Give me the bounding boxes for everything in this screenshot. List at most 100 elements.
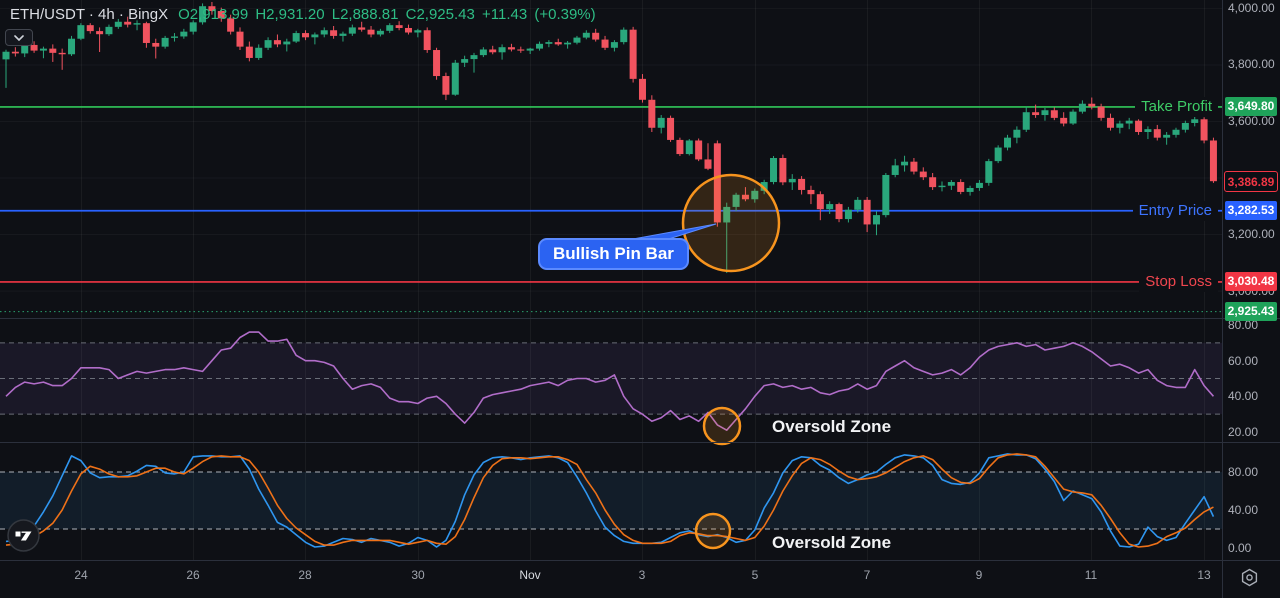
candle-body [507, 47, 515, 50]
candle-body [77, 25, 85, 39]
legend-collapse-button[interactable] [5, 29, 33, 46]
candle-body [863, 199, 871, 225]
entry-price-label[interactable]: Entry Price [1132, 200, 1218, 221]
candle-body [545, 42, 553, 44]
last-close-price-badge: 2,925.43 [1225, 301, 1277, 321]
rsi-scale-label: 80.00 [1228, 318, 1259, 332]
candle-body [489, 49, 497, 53]
candle-body [741, 194, 749, 200]
price-tick-label: 3,600.00 [1228, 113, 1275, 128]
candle-body [161, 37, 169, 47]
rsi-oversold-highlight [702, 406, 742, 446]
candle-body [11, 51, 19, 54]
candle-body [142, 23, 150, 43]
candle-body [423, 30, 431, 51]
candle-body [367, 29, 375, 35]
time-label: 24 [74, 568, 88, 582]
rsi-line [5, 331, 1215, 432]
pin-bar-highlight [681, 173, 781, 273]
candle-body [451, 62, 459, 95]
candle-body [732, 194, 740, 207]
take-profit-label[interactable]: Take Profit [1135, 96, 1218, 117]
candle-body [526, 48, 534, 51]
candle-body [826, 204, 834, 210]
gear-icon-glyph [1241, 568, 1258, 587]
candle-body [620, 29, 628, 43]
settings-gear-icon[interactable] [1240, 568, 1259, 587]
chevron-down-icon [14, 34, 24, 41]
stoch-scale-label: 40.00 [1228, 503, 1259, 517]
time-label: 13 [1197, 568, 1211, 582]
candle-body [798, 178, 806, 190]
candle-body [592, 32, 600, 40]
candle-body [433, 50, 441, 77]
stoch-oversold-highlight [694, 512, 732, 550]
candle-body [610, 42, 618, 48]
candle-body [629, 29, 637, 79]
candle-body [1078, 103, 1086, 112]
price-scale[interactable]: 4,000.003,800.003,600.003,200.003,000.00… [1222, 0, 1280, 560]
candle-body [461, 59, 469, 63]
candle-body [957, 182, 965, 192]
candle-body [657, 117, 665, 128]
candle-body [638, 78, 646, 100]
candle-body [676, 139, 684, 155]
candle-body [264, 40, 272, 48]
candle-body [844, 209, 852, 220]
time-label: 5 [751, 568, 759, 582]
tradingview-logo[interactable] [7, 519, 40, 552]
candle-body [114, 21, 122, 27]
candle-body [695, 140, 703, 160]
candle-body [208, 6, 216, 12]
bullish-pin-bar-callout[interactable]: Bullish Pin Bar [538, 238, 689, 270]
candle-body [1209, 140, 1217, 182]
candle-body [376, 30, 384, 35]
ohlc-readout: O2,913.99 H2,931.20 L2,888.81 C2,925.43 … [178, 6, 596, 23]
candle-body [807, 189, 815, 195]
candle-body [1050, 110, 1058, 118]
oversold-zone-label-rsi: Oversold Zone [772, 417, 892, 436]
candle-body [217, 11, 225, 19]
candle-body [386, 25, 394, 31]
candle-body [414, 30, 422, 33]
rsi-scale-label: 60.00 [1228, 353, 1259, 368]
candle-body [227, 18, 235, 32]
candle-body [1088, 103, 1096, 107]
candle-body [21, 44, 29, 54]
candle-body [854, 199, 862, 210]
candle-body [938, 185, 946, 188]
candle-body [985, 161, 993, 183]
chart-legend: ETH/USDT · 4h · BingX O2,913.99 H2,931.20… [10, 6, 596, 23]
candle-body [348, 27, 356, 34]
candle-body [517, 49, 525, 51]
candle-body [39, 48, 47, 51]
candle-body [901, 161, 909, 166]
candle-body [152, 42, 160, 47]
candle-body [311, 34, 319, 38]
rsi-scale-label: 40.00 [1228, 389, 1259, 404]
candle-body [199, 6, 207, 23]
candle-body [667, 117, 675, 140]
candle-body [124, 21, 132, 25]
candle-body [582, 32, 590, 38]
candle-body [49, 48, 57, 53]
stoch-scale-label: 80.00 [1228, 465, 1259, 479]
candle-body [601, 39, 609, 48]
candle-body [1181, 122, 1189, 130]
time-scale[interactable]: 24 26 28 30 Nov 3 5 7 9 11 13 [0, 560, 1280, 598]
candle-body [1041, 110, 1049, 116]
candle-body [751, 190, 759, 200]
candle-body [1163, 134, 1171, 138]
candle-body [910, 161, 918, 172]
candle-body [68, 38, 76, 55]
candle-body [1172, 129, 1180, 135]
candle-body [770, 158, 778, 183]
symbol-title[interactable]: ETH/USDT · 4h · BingX [10, 6, 169, 23]
candle-body [713, 143, 721, 223]
candle-body [1013, 129, 1021, 138]
candle-body [1097, 106, 1105, 118]
candle-body [779, 158, 787, 183]
stop-loss-label[interactable]: Stop Loss [1139, 271, 1218, 292]
